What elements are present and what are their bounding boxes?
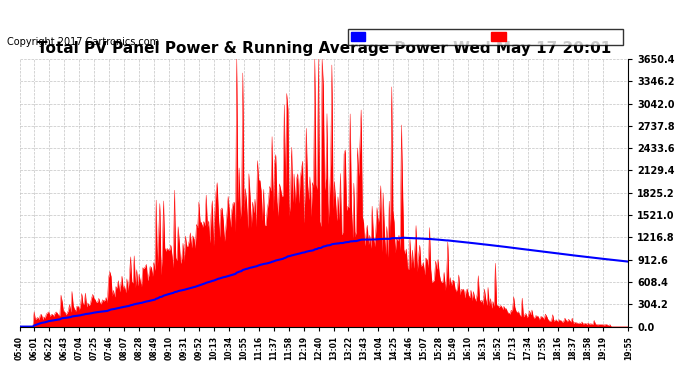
Text: Copyright 2017 Cartronics.com: Copyright 2017 Cartronics.com <box>7 37 159 47</box>
Title: Total PV Panel Power & Running Average Power Wed May 17 20:01: Total PV Panel Power & Running Average P… <box>37 41 611 56</box>
Legend: Average  (DC Watts), PV Panels  (DC Watts): Average (DC Watts), PV Panels (DC Watts) <box>348 29 624 45</box>
